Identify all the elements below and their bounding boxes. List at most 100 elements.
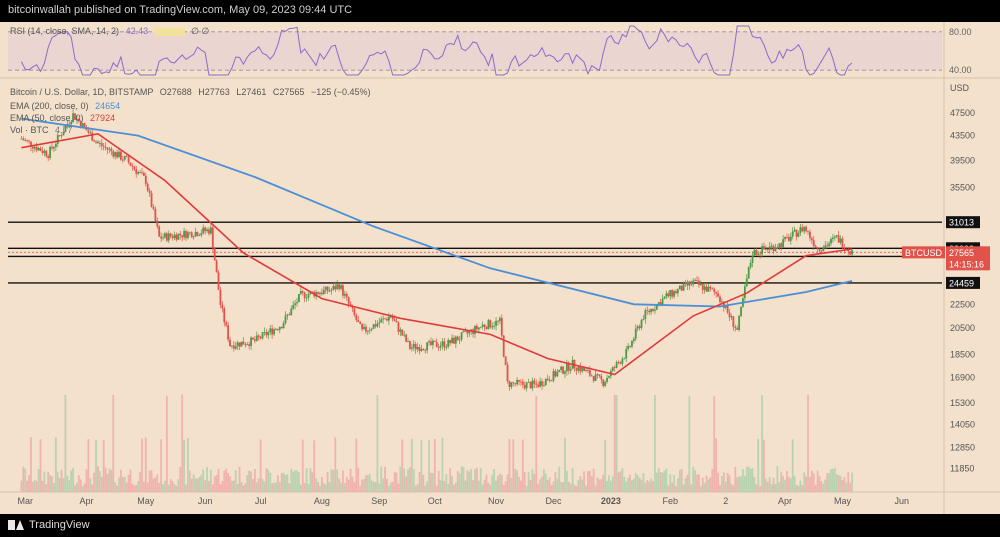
volume-bar (167, 484, 170, 492)
candle-body (696, 280, 698, 281)
candle-body (625, 349, 628, 359)
candle-body (267, 332, 270, 336)
volume-bar (604, 440, 607, 492)
candle-body (809, 231, 811, 239)
candle-body (477, 327, 480, 330)
volume-bar (64, 394, 67, 492)
ohlc-change: −125 (−0.45%) (310, 87, 371, 97)
volume-bar (504, 481, 507, 492)
candle-body (569, 369, 572, 371)
volume-bar (776, 466, 779, 492)
ema50-label: EMA (50, close, 0) (10, 113, 84, 123)
candle-body (506, 364, 509, 382)
volume-bar (206, 466, 208, 492)
volume-bar (376, 394, 379, 492)
price-chart-svg[interactable]: 80.00 40.00 USD 47500 43500 39500 35500 31013 2… (0, 22, 1000, 514)
volume-bar (615, 394, 618, 492)
volume-bar (296, 470, 298, 492)
candle-body (636, 326, 639, 329)
candle-body (533, 380, 536, 384)
candle-body (732, 316, 735, 327)
candle-body (217, 272, 220, 290)
candle-body (43, 150, 46, 153)
candle-body (765, 248, 767, 250)
volume-bar (20, 480, 23, 492)
candle-body (68, 124, 71, 125)
volume-bar (342, 470, 344, 492)
volume-bar (803, 472, 806, 492)
volume-legend: Vol · BTC 4.77 (10, 125, 73, 135)
volume-bar (328, 481, 331, 492)
volume-bar (816, 470, 819, 492)
candle-body (181, 235, 184, 238)
candle-body (707, 286, 710, 292)
volume-bar (142, 481, 145, 492)
volume-bar (518, 476, 520, 492)
volume-bar (56, 471, 59, 492)
volume-bar (70, 470, 73, 492)
volume-bar (650, 478, 652, 492)
volume-bar (95, 440, 97, 492)
candle-body (734, 326, 737, 329)
candle-body (209, 227, 212, 234)
volume-bar (543, 469, 545, 492)
candle-body (198, 235, 201, 236)
candle-body (435, 341, 438, 347)
candle-body (751, 255, 754, 263)
ohlc-close: C27565 (272, 87, 305, 97)
candle-body (849, 251, 852, 255)
candle-body (104, 146, 107, 148)
volume-bar (686, 474, 689, 492)
volume-bar (654, 395, 656, 492)
volume-bar (472, 480, 474, 492)
volume-bar (294, 470, 296, 492)
candle-body (485, 327, 488, 330)
candle-body (77, 118, 80, 122)
candle-body (640, 319, 643, 328)
candle-body (106, 147, 109, 150)
candle-body (694, 280, 697, 281)
candle-body (680, 285, 683, 291)
volume-bar (493, 469, 496, 492)
candle-body (141, 172, 143, 174)
candle-body (64, 126, 67, 132)
volume-bar (521, 439, 524, 492)
volume-bar (498, 473, 501, 492)
ema200-line (21, 117, 853, 308)
candle-body (594, 374, 597, 381)
candle-body (655, 304, 658, 310)
candle-body (165, 233, 168, 241)
candle-body (204, 227, 207, 232)
candle-body (286, 314, 289, 316)
candle-body (296, 302, 298, 304)
volume-bar (150, 470, 153, 492)
chart-panel[interactable]: 80.00 40.00 USD 47500 43500 39500 35500 31013 2… (0, 22, 1000, 514)
volume-bar (30, 437, 32, 492)
candle-body (810, 238, 813, 241)
volume-bar (265, 468, 268, 492)
candle-body (592, 376, 595, 381)
candle-body (231, 345, 233, 347)
price-tick-label: 15300 (950, 398, 975, 408)
candle-body (303, 292, 306, 299)
volume-bar (116, 485, 118, 492)
candle-body (236, 342, 239, 347)
candle-body (79, 121, 82, 128)
candle-body (577, 366, 580, 371)
candle-body (489, 320, 492, 328)
volume-bar (426, 481, 429, 492)
candle-body (634, 328, 637, 339)
candle-body (705, 286, 708, 292)
candle-body (144, 175, 147, 184)
level-tag (946, 276, 980, 289)
candle-body (278, 326, 281, 330)
candle-body (110, 148, 113, 152)
volume-bar (766, 481, 769, 492)
volume-bar (738, 476, 741, 492)
candle-body (820, 250, 823, 252)
volume-bar (774, 483, 777, 492)
volume-bar (594, 485, 597, 492)
candle-body (393, 319, 396, 321)
time-tick-label: Feb (662, 496, 678, 506)
volume-bar (818, 476, 821, 492)
